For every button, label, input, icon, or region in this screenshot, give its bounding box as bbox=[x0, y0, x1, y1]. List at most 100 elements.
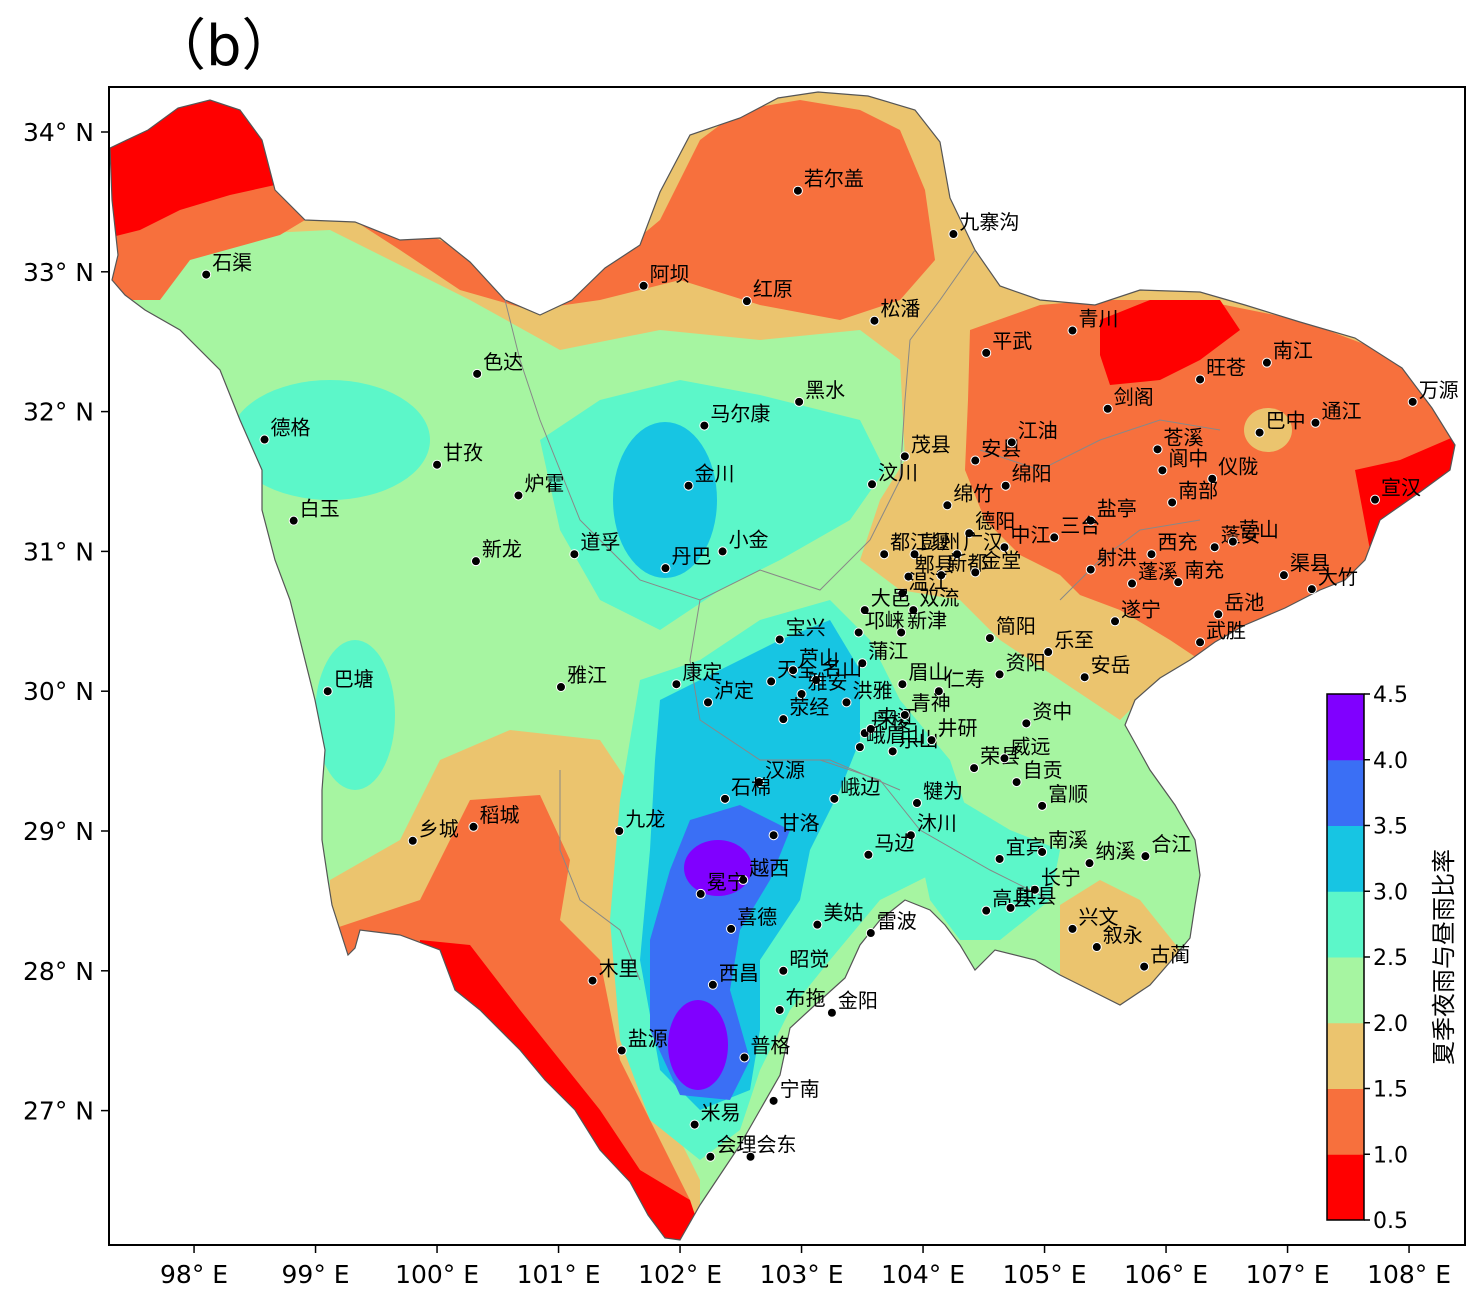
station-label: 富顺 bbox=[1048, 782, 1088, 806]
station-label: 雷波 bbox=[877, 909, 917, 933]
station-marker bbox=[1079, 672, 1090, 683]
station-marker bbox=[1146, 549, 1157, 560]
station-marker bbox=[826, 1007, 837, 1018]
station-marker bbox=[857, 658, 868, 669]
station-label: 石棉 bbox=[731, 775, 771, 799]
station-marker bbox=[1085, 515, 1096, 526]
lon-tick-label: 98° E bbox=[160, 1260, 228, 1289]
station-marker bbox=[865, 723, 876, 734]
station-label: 仁寿 bbox=[945, 667, 985, 691]
admin-border-line bbox=[1059, 519, 1201, 601]
station-label: 德格 bbox=[271, 416, 311, 440]
station-label: 喜德 bbox=[737, 905, 777, 929]
lon-tick-label: 101° E bbox=[517, 1260, 601, 1289]
station-marker bbox=[569, 549, 580, 560]
station-label: 雅安 bbox=[808, 670, 848, 694]
station-marker bbox=[994, 853, 1005, 864]
station-marker bbox=[964, 528, 975, 539]
dege-band-2.5-3.0 bbox=[230, 380, 430, 500]
station-marker bbox=[778, 965, 789, 976]
station-marker bbox=[1306, 584, 1317, 595]
station-label: 道孚 bbox=[580, 530, 620, 554]
station-label: 纳溪 bbox=[1096, 839, 1136, 863]
station-label: 炉霍 bbox=[524, 471, 564, 495]
admin-border-line bbox=[689, 599, 901, 791]
station-label: 夹江 bbox=[877, 705, 917, 729]
lon-tick-label: 106° E bbox=[1124, 1260, 1208, 1289]
station-label: 彭州 bbox=[921, 530, 961, 554]
station-marker bbox=[788, 665, 799, 676]
station-marker bbox=[671, 679, 682, 690]
lon-tick-label: 99° E bbox=[282, 1260, 350, 1289]
station-label: 昭觉 bbox=[789, 947, 829, 971]
station-label: 蓬安 bbox=[1221, 523, 1261, 547]
station-marker bbox=[865, 928, 876, 939]
station-label: 普格 bbox=[750, 1033, 790, 1057]
station-label: 红原 bbox=[753, 277, 793, 301]
station-marker bbox=[911, 798, 922, 809]
lat-tick-label: 28° N bbox=[23, 957, 94, 986]
station-label: 汉源 bbox=[765, 758, 805, 782]
station-label: 大竹 bbox=[1318, 565, 1358, 589]
station-label: 荥经 bbox=[789, 695, 829, 719]
station-marker bbox=[288, 515, 299, 526]
station-marker bbox=[768, 1095, 779, 1106]
station-label: 江油 bbox=[1018, 418, 1058, 442]
lon-tick-label: 107° E bbox=[1246, 1260, 1330, 1289]
station-label: 盐亭 bbox=[1097, 497, 1137, 521]
station-marker bbox=[908, 605, 919, 616]
station-label: 南江 bbox=[1273, 339, 1313, 363]
station-label: 绵阳 bbox=[1012, 462, 1052, 486]
station-label: 木里 bbox=[599, 957, 639, 981]
station-label: 平武 bbox=[992, 329, 1032, 353]
colorbar-swatch bbox=[1327, 957, 1364, 1024]
station-marker bbox=[887, 746, 898, 757]
station-label: 金川 bbox=[695, 462, 735, 486]
station-marker bbox=[1407, 396, 1418, 407]
colorbar-swatch bbox=[1327, 694, 1364, 761]
station-label: 阿坝 bbox=[650, 262, 690, 286]
bazhong-band-1.5-2.0 bbox=[1244, 408, 1292, 452]
station-label: 通江 bbox=[1321, 399, 1361, 423]
station-marker bbox=[587, 975, 598, 986]
station-marker bbox=[472, 368, 483, 379]
station-label: 峨边 bbox=[840, 775, 880, 799]
station-label: 盐源 bbox=[628, 1026, 668, 1050]
station-marker bbox=[774, 1004, 785, 1015]
station-marker bbox=[778, 714, 789, 725]
station-marker bbox=[1005, 902, 1016, 913]
station-label: 旺苍 bbox=[1206, 355, 1246, 379]
station-label: 马尔康 bbox=[710, 402, 770, 426]
station-marker bbox=[322, 686, 333, 697]
lon-tick-label: 103° E bbox=[760, 1260, 844, 1289]
lat-tick-label: 30° N bbox=[23, 677, 94, 706]
batang-band-2.5-3.0 bbox=[315, 640, 395, 790]
station-marker bbox=[432, 459, 443, 470]
station-label: 蓬溪 bbox=[1138, 560, 1178, 584]
station-label: 九寨沟 bbox=[959, 210, 1019, 234]
station-label: 广汉 bbox=[963, 530, 1003, 554]
station-label: 雅江 bbox=[567, 663, 607, 687]
station-marker bbox=[952, 549, 963, 560]
colorbar-tick-label: 2.0 bbox=[1373, 1012, 1408, 1037]
admin-border-line bbox=[819, 759, 1051, 901]
station-label: 万源 bbox=[1419, 378, 1459, 402]
panel-label: （b） bbox=[150, 14, 298, 79]
station-label: 自贡 bbox=[1023, 758, 1063, 782]
station-marker bbox=[1067, 923, 1078, 934]
station-marker bbox=[853, 627, 864, 638]
station-marker bbox=[1084, 858, 1095, 869]
station-marker bbox=[717, 546, 728, 557]
lat-tick-label: 27° N bbox=[23, 1097, 94, 1126]
station-marker bbox=[854, 742, 865, 753]
station-label: 白玉 bbox=[300, 497, 340, 521]
colorbar: 0.5 1.0 1.5 2.0 2.5 3.0 3.5 4.0 4.5 夏季夜雨与昼雨比率 bbox=[1326, 683, 1458, 1234]
station-marker bbox=[689, 1119, 700, 1130]
station-label: 名山 bbox=[822, 656, 862, 680]
station-marker bbox=[948, 229, 959, 240]
colorbar-tick-label: 3.5 bbox=[1373, 815, 1408, 840]
admin-border-line bbox=[979, 419, 1221, 471]
station-marker bbox=[969, 763, 980, 774]
station-marker bbox=[792, 185, 803, 196]
station-marker bbox=[811, 675, 822, 686]
